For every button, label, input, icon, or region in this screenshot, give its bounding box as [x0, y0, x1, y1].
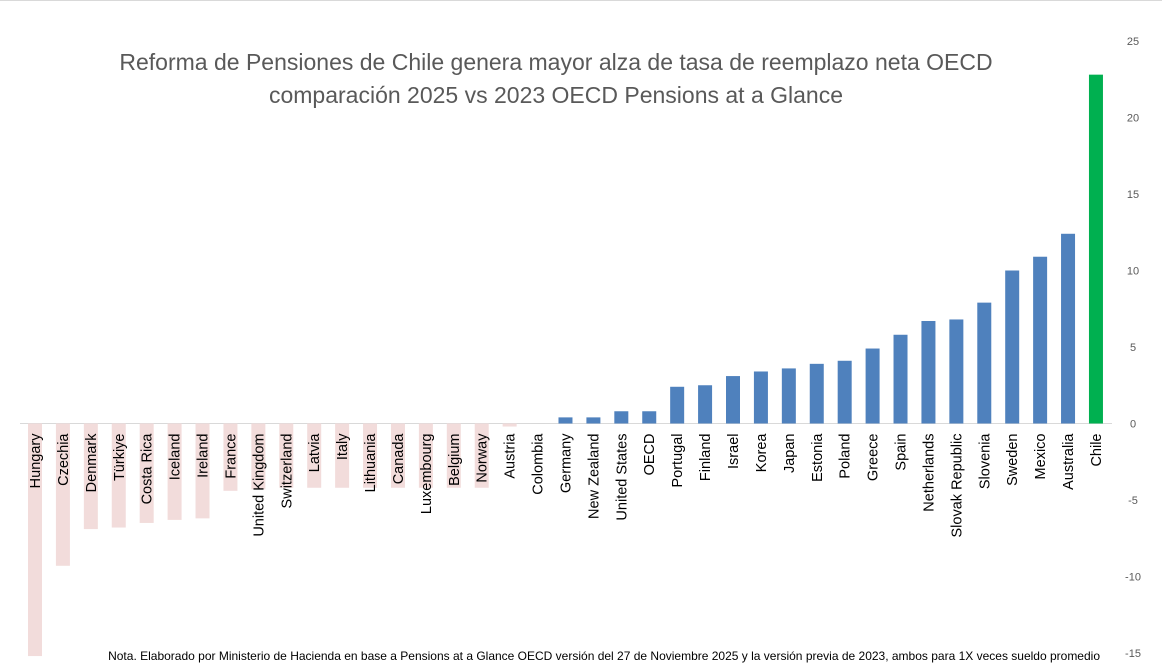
y-tick-label: -15 — [1125, 648, 1141, 660]
category-label-united-states: United States — [614, 434, 630, 521]
y-tick-label: 20 — [1127, 113, 1139, 125]
category-labels: Hungary Czechia Denmark Türkiye Costa Rica Ic… — [28, 433, 1105, 538]
bar-finland — [698, 385, 712, 423]
category-label-slovenia: Slovenia — [977, 433, 993, 490]
category-label-poland: Poland — [838, 434, 854, 479]
bar-slovenia — [977, 303, 991, 424]
bar-mexico — [1033, 257, 1047, 424]
bar-portugal — [670, 387, 684, 424]
category-label-spain: Spain — [894, 434, 910, 471]
category-label-belgium: Belgium — [447, 434, 463, 486]
bar-spain — [894, 335, 908, 424]
y-tick-label: 25 — [1127, 36, 1139, 48]
bar-greece — [866, 349, 880, 424]
category-label-denmark: Denmark — [84, 433, 100, 493]
y-tick-label: -5 — [1128, 495, 1138, 507]
bar-estonia — [810, 364, 824, 424]
category-label-t-rkiye: Türkiye — [112, 434, 128, 482]
bar-australia — [1061, 234, 1075, 424]
category-label-australia: Australia — [1061, 433, 1077, 490]
category-label-israel: Israel — [726, 434, 742, 469]
category-label-japan: Japan — [782, 434, 798, 474]
bar-israel — [726, 376, 740, 423]
category-label-estonia: Estonia — [810, 433, 826, 482]
category-label-norway: Norway — [475, 433, 491, 483]
category-label-korea: Korea — [754, 433, 770, 473]
category-label-canada: Canada — [391, 433, 407, 485]
category-label-ireland: Ireland — [196, 434, 212, 478]
category-label-mexico: Mexico — [1033, 434, 1049, 480]
category-label-greece: Greece — [866, 434, 882, 482]
bar-new-zealand — [586, 417, 600, 423]
category-label-new-zealand: New Zealand — [586, 434, 602, 519]
category-label-luxembourg: Luxembourg — [419, 434, 435, 515]
chart-title: Reforma de Pensiones de Chile genera may… — [119, 49, 992, 108]
bars — [20, 75, 1112, 656]
bar-netherlands — [921, 321, 935, 424]
bar-oecd — [642, 411, 656, 423]
y-tick-label: 0 — [1130, 419, 1136, 431]
bar-japan — [782, 368, 796, 423]
bar-germany — [558, 417, 572, 423]
chart-title-line-1: Reforma de Pensiones de Chile genera may… — [119, 49, 992, 75]
category-label-costa-rica: Costa Rica — [140, 433, 156, 505]
footnote: Nota. Elaborado por Ministerio de Hacien… — [0, 649, 1100, 663]
category-label-netherlands: Netherlands — [921, 434, 937, 512]
category-label-finland: Finland — [698, 434, 714, 482]
category-label-slovak-republic: Slovak Republic — [949, 434, 965, 538]
category-label-hungary: Hungary — [28, 433, 44, 489]
category-label-italy: Italy — [335, 433, 351, 460]
category-label-switzerland: Switzerland — [279, 434, 295, 509]
bar-slovak-republic — [949, 319, 963, 423]
y-tick-label: 15 — [1127, 189, 1139, 201]
bar-chile — [1089, 75, 1103, 424]
bar-sweden — [1005, 271, 1019, 424]
bar-poland — [838, 361, 852, 424]
y-tick-label: 10 — [1127, 266, 1139, 278]
category-label-austria: Austria — [503, 433, 519, 479]
category-label-lithuania: Lithuania — [363, 433, 379, 493]
category-label-france: France — [223, 434, 239, 479]
y-axis-ticks: -15 -10 -5 0 5 10 15 20 25 — [1125, 36, 1141, 660]
category-label-czechia: Czechia — [56, 433, 72, 486]
y-tick-label: -10 — [1125, 572, 1141, 584]
bar-united-states — [614, 411, 628, 423]
category-label-germany: Germany — [558, 433, 574, 493]
category-label-colombia: Colombia — [531, 433, 547, 495]
category-label-sweden: Sweden — [1005, 434, 1021, 486]
category-label-oecd: OECD — [642, 434, 658, 476]
category-label-chile: Chile — [1089, 434, 1105, 467]
chart-title-line-2: comparación 2025 vs 2023 OECD Pensions a… — [269, 82, 843, 108]
y-tick-label: 5 — [1130, 342, 1136, 354]
category-label-iceland: Iceland — [168, 434, 184, 481]
bar-austria — [503, 424, 517, 427]
category-label-united-kingdom: United Kingdom — [251, 434, 267, 537]
category-label-latvia: Latvia — [307, 433, 323, 473]
bar-korea — [754, 371, 768, 423]
category-label-portugal: Portugal — [670, 434, 686, 488]
